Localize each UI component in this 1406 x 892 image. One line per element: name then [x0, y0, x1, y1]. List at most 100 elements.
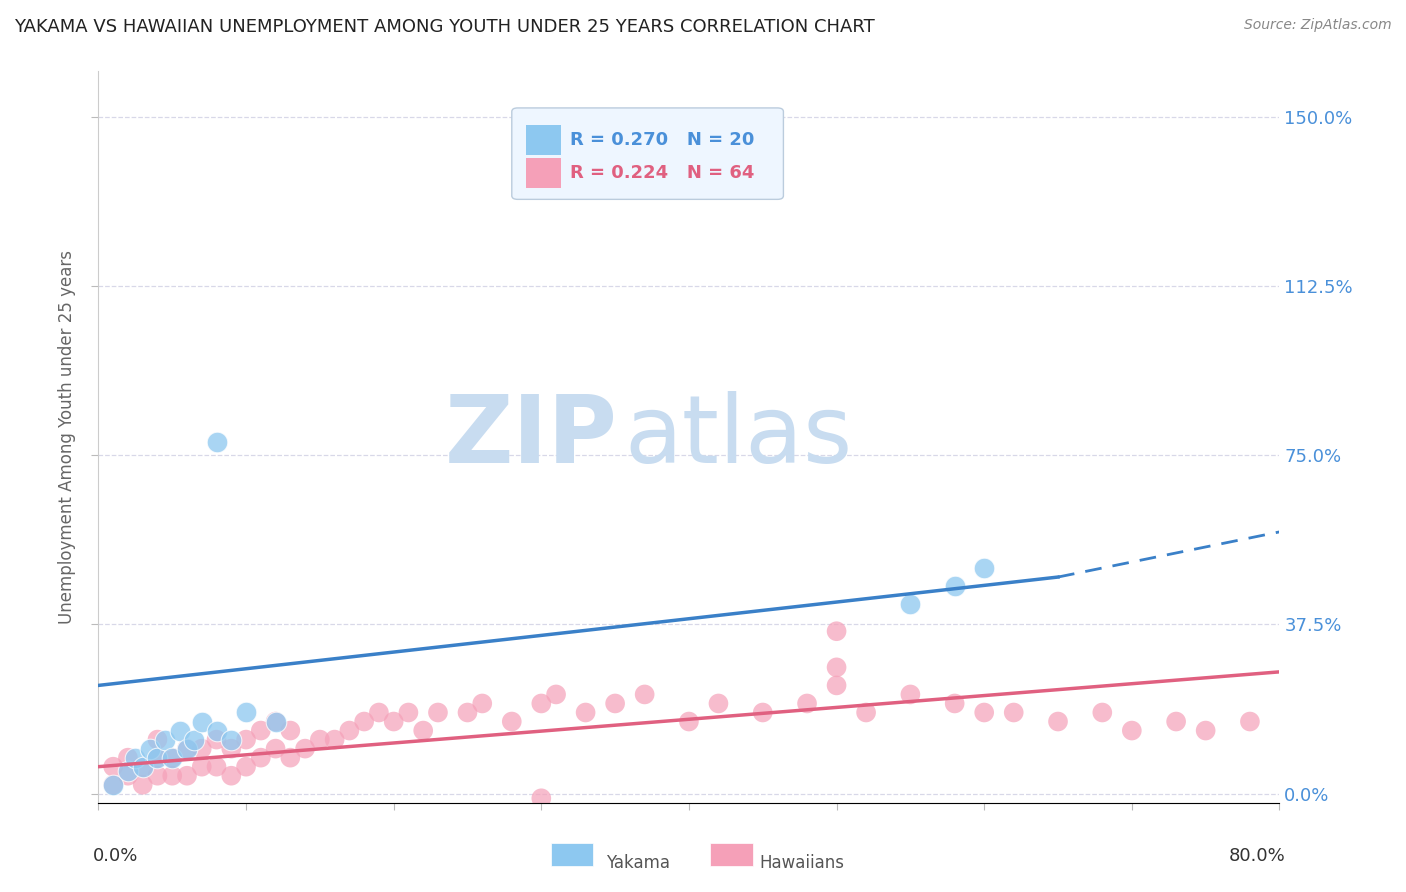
Point: [146, 769, 169, 783]
Point: [457, 706, 479, 720]
Text: R = 0.270   N = 20: R = 0.270 N = 20: [569, 131, 754, 149]
Point: [707, 697, 730, 711]
Point: [530, 791, 553, 805]
Point: [162, 769, 183, 783]
Point: [398, 706, 420, 720]
Point: [427, 706, 450, 720]
Point: [1121, 723, 1143, 738]
Point: [796, 697, 818, 711]
Point: [339, 723, 361, 738]
Point: [1091, 706, 1114, 720]
Point: [825, 678, 848, 692]
Point: [309, 732, 332, 747]
Point: [412, 723, 434, 738]
Point: [943, 579, 966, 593]
Point: [191, 760, 214, 774]
Point: [752, 706, 775, 720]
Point: [235, 732, 257, 747]
Point: [103, 760, 125, 774]
Point: [368, 706, 391, 720]
Point: [221, 732, 243, 747]
Text: Yakama: Yakama: [606, 854, 671, 872]
Point: [205, 434, 228, 449]
Point: [471, 697, 494, 711]
Text: R = 0.224   N = 64: R = 0.224 N = 64: [569, 164, 754, 182]
Point: [235, 706, 257, 720]
Text: Hawaiians: Hawaiians: [759, 854, 845, 872]
Point: [323, 732, 346, 747]
Point: [900, 688, 922, 702]
Point: [146, 750, 169, 764]
Point: [678, 714, 700, 729]
Point: [250, 723, 273, 738]
Point: [973, 561, 995, 575]
Text: 80.0%: 80.0%: [1229, 847, 1285, 864]
Point: [1239, 714, 1261, 729]
Point: [1195, 723, 1218, 738]
Point: [132, 760, 155, 774]
Point: [146, 750, 169, 764]
Point: [1166, 714, 1188, 729]
Point: [1046, 714, 1070, 729]
Point: [162, 750, 183, 764]
Point: [117, 769, 139, 783]
Point: [124, 750, 146, 764]
Point: [575, 706, 598, 720]
Point: [264, 714, 287, 729]
Point: [176, 769, 198, 783]
Point: [605, 697, 627, 711]
Text: YAKAMA VS HAWAIIAN UNEMPLOYMENT AMONG YOUTH UNDER 25 YEARS CORRELATION CHART: YAKAMA VS HAWAIIAN UNEMPLOYMENT AMONG YO…: [14, 18, 875, 36]
Point: [139, 741, 162, 756]
Point: [250, 750, 273, 764]
Point: [117, 750, 139, 764]
Point: [235, 760, 257, 774]
Point: [132, 760, 155, 774]
Point: [943, 697, 966, 711]
Point: [191, 714, 214, 729]
Point: [825, 660, 848, 674]
Point: [825, 624, 848, 639]
Point: [169, 723, 191, 738]
FancyBboxPatch shape: [526, 159, 561, 187]
Point: [280, 750, 302, 764]
Y-axis label: Unemployment Among Youth under 25 years: Unemployment Among Youth under 25 years: [58, 250, 76, 624]
Text: Source: ZipAtlas.com: Source: ZipAtlas.com: [1244, 18, 1392, 32]
Point: [183, 732, 205, 747]
Point: [146, 732, 169, 747]
FancyBboxPatch shape: [526, 126, 561, 154]
FancyBboxPatch shape: [512, 108, 783, 200]
FancyBboxPatch shape: [551, 843, 593, 866]
Point: [501, 714, 523, 729]
Point: [900, 597, 922, 611]
Point: [1002, 706, 1025, 720]
Point: [221, 741, 243, 756]
Text: 0.0%: 0.0%: [93, 847, 138, 864]
Point: [546, 688, 568, 702]
Point: [176, 741, 198, 756]
Point: [205, 760, 228, 774]
Point: [382, 714, 405, 729]
Point: [264, 741, 287, 756]
Point: [103, 778, 125, 792]
FancyBboxPatch shape: [710, 843, 752, 866]
Text: ZIP: ZIP: [446, 391, 619, 483]
Point: [530, 697, 553, 711]
Point: [264, 714, 287, 729]
Point: [153, 732, 176, 747]
Text: atlas: atlas: [624, 391, 852, 483]
Point: [205, 723, 228, 738]
Point: [855, 706, 877, 720]
Point: [191, 741, 214, 756]
Point: [205, 732, 228, 747]
Point: [221, 769, 243, 783]
Point: [132, 778, 155, 792]
Point: [280, 723, 302, 738]
Point: [634, 688, 657, 702]
Point: [973, 706, 995, 720]
Point: [162, 750, 183, 764]
Point: [353, 714, 375, 729]
Point: [117, 764, 139, 779]
Point: [294, 741, 316, 756]
Point: [176, 741, 198, 756]
Point: [103, 778, 125, 792]
